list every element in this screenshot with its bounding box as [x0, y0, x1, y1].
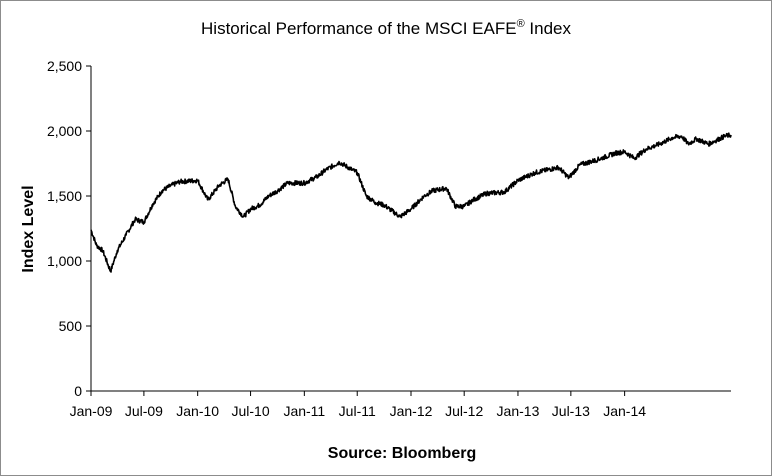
y-tick-label: 0 — [74, 383, 82, 399]
x-tick-label: Jul-11 — [339, 403, 376, 419]
chart-title: Historical Performance of the MSCI EAFE®… — [201, 18, 571, 38]
y-tick-label: 1,500 — [47, 188, 82, 204]
x-tick-label: Jan-14 — [603, 403, 646, 419]
chart-title-superscript: ® — [517, 18, 525, 30]
y-ticks: 0 500 1,000 1,500 2,000 2,500 — [47, 58, 91, 399]
x-tick-label: Jan-10 — [176, 403, 219, 419]
x-ticks: Jan-09 Jul-09 Jan-10 Jul-10 Jan-11 Jul-11 Jan-… — [70, 391, 646, 419]
x-tick-label: Jul-09 — [125, 403, 163, 419]
x-tick-label: Jan-12 — [390, 403, 433, 419]
x-tick-label: Jul-12 — [445, 403, 483, 419]
series-line-msci-eafe — [90, 132, 732, 273]
y-tick-label: 2,500 — [47, 58, 82, 74]
x-tick-label: Jan-09 — [70, 403, 113, 419]
y-tick-label: 500 — [59, 318, 83, 334]
x-axis-title: Source: Bloomberg — [328, 445, 476, 462]
x-tick-label: Jul-10 — [231, 403, 269, 419]
y-tick-label: 2,000 — [47, 123, 82, 139]
x-tick-label: Jan-11 — [283, 403, 325, 419]
x-tick-label: Jul-13 — [552, 403, 590, 419]
axes — [90, 66, 731, 392]
y-axis-title: Index Level — [20, 185, 37, 272]
y-tick-label: 1,000 — [47, 253, 82, 269]
chart-title-main: Historical Performance of the MSCI EAFE — [201, 19, 517, 38]
chart-title-suffix: Index — [525, 19, 572, 38]
x-tick-label: Jan-13 — [497, 403, 540, 419]
